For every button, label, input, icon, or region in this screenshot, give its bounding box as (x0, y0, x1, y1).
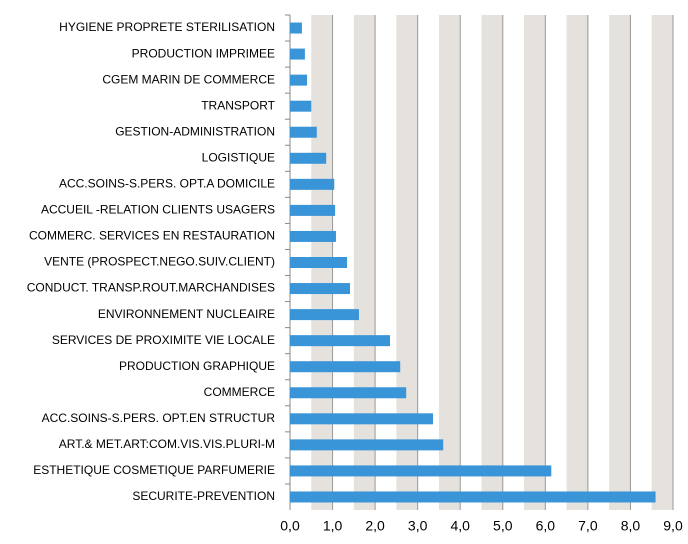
x-tick-label: 3,0 (408, 518, 428, 534)
x-tick-label: 9,0 (663, 518, 683, 534)
bar (290, 413, 433, 425)
bar (290, 204, 336, 216)
y-tick-label: ART.& MET.ART:COM.VIS.VIS.PLURI-M (59, 437, 275, 451)
y-tick-label: HYGIENE PROPRETE STERILISATION (59, 20, 275, 34)
bar (290, 387, 407, 399)
x-tick-label: 0,0 (280, 518, 300, 534)
bar (290, 100, 312, 112)
y-tick-label: PRODUCTION GRAPHIQUE (119, 359, 275, 373)
stripe (438, 15, 461, 510)
x-tick-label: 5,0 (493, 518, 513, 534)
x-tick-label: 7,0 (578, 518, 598, 534)
bar (290, 74, 308, 86)
y-tick-label: SECURITE-PREVENTION (132, 489, 275, 503)
x-tick-label: 6,0 (536, 518, 556, 534)
x-tick-label: 1,0 (323, 518, 343, 534)
bar (290, 491, 656, 503)
stripe (396, 15, 418, 510)
x-tick-label: 4,0 (450, 518, 470, 534)
y-tick-label: TRANSPORT (201, 98, 275, 112)
bar (290, 126, 317, 138)
bar (290, 257, 348, 268)
bar (290, 361, 401, 373)
y-tick-label: COMMERCE (204, 385, 275, 399)
bar (290, 335, 391, 347)
stripe (566, 15, 588, 510)
y-tick-label: COMMERC. SERVICES EN RESTAURATION (29, 229, 275, 243)
y-tick-label: CONDUCT. TRANSP.ROUT.MARCHANDISES (27, 281, 275, 295)
stripe (481, 15, 503, 510)
y-tick-label: LOGISTIQUE (202, 150, 275, 164)
bar (290, 465, 552, 477)
bar (290, 309, 359, 321)
y-tick-label: SERVICES DE PROXIMITE VIE LOCALE (52, 333, 275, 347)
stripe (651, 15, 673, 510)
y-tick-label: PRODUCTION IMPRIMEE (132, 46, 275, 60)
x-tick-label: 2,0 (365, 518, 385, 534)
bar (290, 230, 336, 242)
y-tick-label: CGEM MARIN DE COMMERCE (102, 72, 275, 86)
y-tick-label: VENTE (PROSPECT.NEGO.SUIV.CLIENT) (44, 255, 275, 269)
bar (290, 283, 351, 295)
stripe (609, 15, 631, 510)
bar (290, 152, 327, 164)
x-tick-label: 8,0 (621, 518, 641, 534)
stripe (524, 15, 546, 510)
stripe (353, 15, 376, 510)
bar (290, 48, 305, 60)
y-tick-label: ACCUEIL -RELATION CLIENTS USAGERS (41, 203, 275, 217)
y-tick-label: ACC.SOINS-S.PERS. OPT.A DOMICILE (59, 177, 275, 191)
bar (290, 22, 302, 34)
y-tick-label: GESTION-ADMINISTRATION (115, 124, 275, 138)
bar (290, 439, 444, 451)
bar (290, 178, 335, 190)
y-tick-label: ACC.SOINS-S.PERS. OPT.EN STRUCTUR (42, 411, 276, 425)
y-tick-label: ESTHETIQUE COSMETIQUE PARFUMERIE (33, 463, 275, 477)
y-tick-label: ENVIRONNEMENT NUCLEAIRE (98, 307, 275, 321)
